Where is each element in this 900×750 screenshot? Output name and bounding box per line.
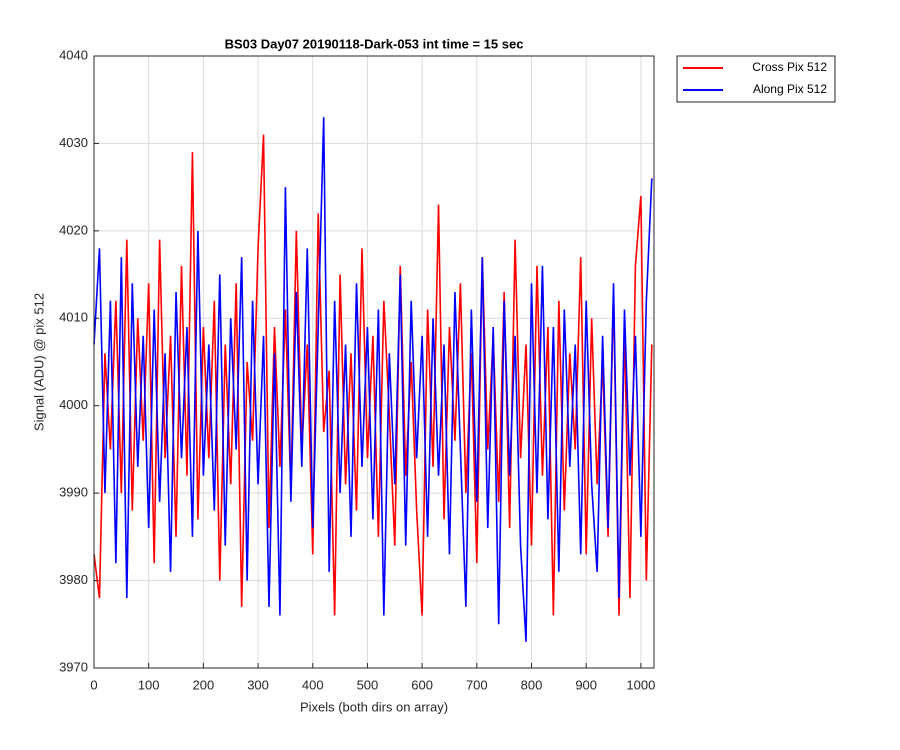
y-tick-label: 3990 xyxy=(59,485,88,500)
x-tick-label: 900 xyxy=(575,677,597,692)
y-tick-label: 4020 xyxy=(59,222,88,237)
x-tick-label: 0 xyxy=(90,677,97,692)
y-tick-label: 4010 xyxy=(59,310,88,325)
y-tick-label: 4040 xyxy=(59,47,88,62)
x-tick-label: 100 xyxy=(138,677,160,692)
plot-frame xyxy=(93,55,655,669)
y-tick-label: 4000 xyxy=(59,397,88,412)
y-tick-label: 3970 xyxy=(59,659,88,674)
x-tick-label: 400 xyxy=(302,677,324,692)
x-tick-label: 700 xyxy=(466,677,488,692)
x-axis-label: Pixels (both dirs on array) xyxy=(300,699,448,714)
x-tick-label: 1000 xyxy=(626,677,655,692)
legend-label: Cross Pix 512 xyxy=(752,60,827,74)
legend-box xyxy=(676,55,836,103)
x-tick-label: 800 xyxy=(521,677,543,692)
y-tick-label: 4030 xyxy=(59,135,88,150)
data-line xyxy=(93,117,653,642)
y-axis-label: Signal (ADU) @ pix 512 xyxy=(31,293,46,431)
x-tick-label: 200 xyxy=(193,677,215,692)
y-tick-label: 3980 xyxy=(59,572,88,587)
x-tick-label: 300 xyxy=(247,677,269,692)
x-tick-label: 600 xyxy=(411,677,433,692)
legend-label: Along Pix 512 xyxy=(753,82,827,96)
chart-title: BS03 Day07 20190118-Dark-053 int time = … xyxy=(225,36,524,51)
data-line xyxy=(93,134,653,616)
x-tick-label: 500 xyxy=(357,677,379,692)
